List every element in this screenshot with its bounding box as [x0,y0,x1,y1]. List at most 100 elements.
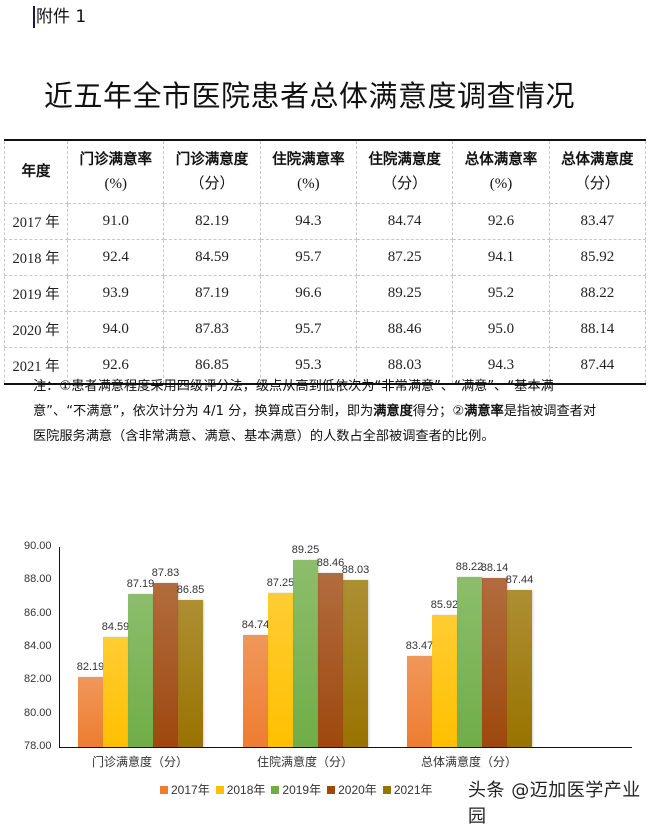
cell: 95.3 [259,347,358,385]
cell: 87.44 [548,347,647,385]
bar [343,579,368,747]
legend-item: 2019年 [271,781,321,798]
y-tick-label: 78.00 [24,740,52,752]
bar-value-label: 89.25 [291,543,320,556]
bar [268,592,293,747]
cell: 91.0 [67,203,165,240]
cell-year: 2019 年 [3,275,69,312]
cell: 82.19 [163,203,261,240]
bar [318,572,343,747]
cell: 84.74 [355,203,454,240]
bar-value-label: 88.14 [480,562,509,574]
header-overall-score: 总体满意度 （分） [548,139,647,204]
bar-value-label: 87.83 [151,567,180,580]
bar [407,655,432,747]
cell: 85.92 [548,239,647,276]
cell: 96.6 [259,275,358,312]
cell: 93.9 [67,275,165,312]
cell: 83.47 [548,203,647,240]
cell: 92.6 [452,203,550,240]
bar [78,677,103,747]
bar [103,637,128,747]
table-row: 2019 年 93.9 87.19 96.6 89.25 95.2 88.22 [3,275,647,312]
cell: 95.0 [452,311,550,348]
bar [457,576,482,747]
table-row: 2018 年 92.4 84.59 95.7 87.25 94.1 85.92 [3,239,647,276]
legend-swatch-icon [160,785,168,794]
cell-year: 2018 年 [3,239,69,276]
bar-value-label: 88.03 [341,563,370,576]
cell: 92.4 [67,239,165,276]
bar-value-label: 83.47 [405,639,434,652]
y-tick-label: 80.00 [24,706,52,719]
bar-value-label: 84.74 [241,618,270,631]
legend-item: 2021年 [382,781,433,798]
cell-year: 2017 年 [3,203,69,240]
cell: 88.22 [548,275,647,312]
bar-value-label: 87.44 [505,573,534,586]
header-inpatient-rate: 住院满意率 (%) [259,139,358,204]
y-tick-label: 90.00 [24,540,52,552]
cell: 87.83 [163,311,261,348]
bar-value-label: 86.85 [176,583,205,596]
header-outpatient-score: 门诊满意度 （分） [163,139,261,204]
bar-value-label: 87.25 [266,576,295,589]
bar [243,634,268,747]
bar-value-label: 85.92 [430,599,459,611]
bar-value-label: 88.22 [455,560,484,573]
attachment-label: 附件 1 [33,6,86,28]
chart-legend: 2017年 2018年 2019年 2020年 2021年 [160,781,433,798]
header-inpatient-score: 住院满意度 （分） [355,139,454,204]
bar [128,593,153,747]
cell: 92.6 [67,347,165,385]
y-tick-label: 88.00 [24,573,52,586]
bar-value-label: 82.19 [76,661,105,674]
y-tick-label: 86.00 [24,606,52,619]
cell: 94.1 [452,239,550,276]
bar [293,559,318,747]
table-header-row: 年度 门诊满意率 (%) 门诊满意度 （分） 住院满意率 (%) 住院满意度 （分） 总… [3,139,647,204]
legend-swatch-icon [382,785,391,794]
bar [507,589,532,747]
bar [482,578,507,747]
y-tick-label: 84.00 [24,640,52,652]
legend-swatch-icon [327,785,336,794]
x-category-label: 住院满意度（分） [256,755,353,769]
x-category-label: 总体满意度（分） [420,755,517,769]
cell: 95.7 [259,239,358,276]
header-overall-rate: 总体满意率 (%) [452,139,550,204]
bar-value-label: 87.19 [126,577,155,590]
bar-value-label: 84.59 [101,621,130,634]
legend-swatch-icon [271,785,280,794]
bar [178,599,203,747]
cell: 87.19 [163,275,261,312]
cell: 94.0 [67,311,165,348]
watermark: 头条 @迈加医学产业园 [468,780,641,827]
header-outpatient-rate: 门诊满意率 (%) [67,139,165,204]
cell: 88.14 [548,311,647,348]
cell: 89.25 [355,275,454,312]
header-year: 年度 [3,139,69,204]
cell: 87.25 [355,239,454,276]
table-note: 注：①患者满意程度采用四级评分法，级点从高到低依次为“非常满意”、“满意”、“基… [33,379,597,444]
cell: 95.2 [452,275,550,312]
x-axis [59,747,632,748]
cell: 95.7 [259,311,358,348]
table-row: 2020 年 94.0 87.83 95.7 88.46 95.0 88.14 [3,311,647,348]
legend-swatch-icon [215,785,224,794]
satisfaction-table: 年度 门诊满意率 (%) 门诊满意度 （分） 住院满意率 (%) 住院满意度 （分） 总… [3,139,647,385]
y-axis [59,547,60,747]
cell: 94.3 [259,203,358,240]
legend-item: 2018年 [215,781,265,798]
cell-year: 2020 年 [3,311,69,348]
cell: 84.59 [163,239,261,276]
x-category-label: 门诊满意度（分） [91,755,188,769]
legend-item: 2017年 [160,781,210,798]
bar-value-label: 88.46 [316,556,345,569]
page-title: 近五年全市医院患者总体满意度调查情况 [44,79,576,113]
table-row: 2021 年 92.6 86.85 95.3 88.03 94.3 87.44 [3,347,647,385]
bar [153,583,178,747]
table-row: 2017 年 91.0 82.19 94.3 84.74 92.6 83.47 [3,203,647,240]
legend-item: 2020年 [327,781,377,798]
cell-year: 2021 年 [3,347,69,385]
